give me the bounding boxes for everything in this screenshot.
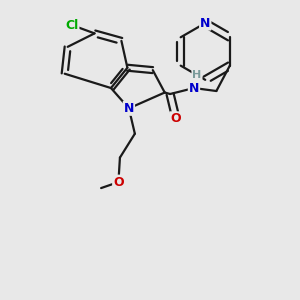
Text: N: N xyxy=(189,82,199,94)
Text: N: N xyxy=(124,102,134,115)
Text: Cl: Cl xyxy=(65,19,79,32)
Text: O: O xyxy=(170,112,181,125)
Text: O: O xyxy=(113,176,124,189)
Text: N: N xyxy=(200,16,210,30)
Text: H: H xyxy=(192,70,202,80)
